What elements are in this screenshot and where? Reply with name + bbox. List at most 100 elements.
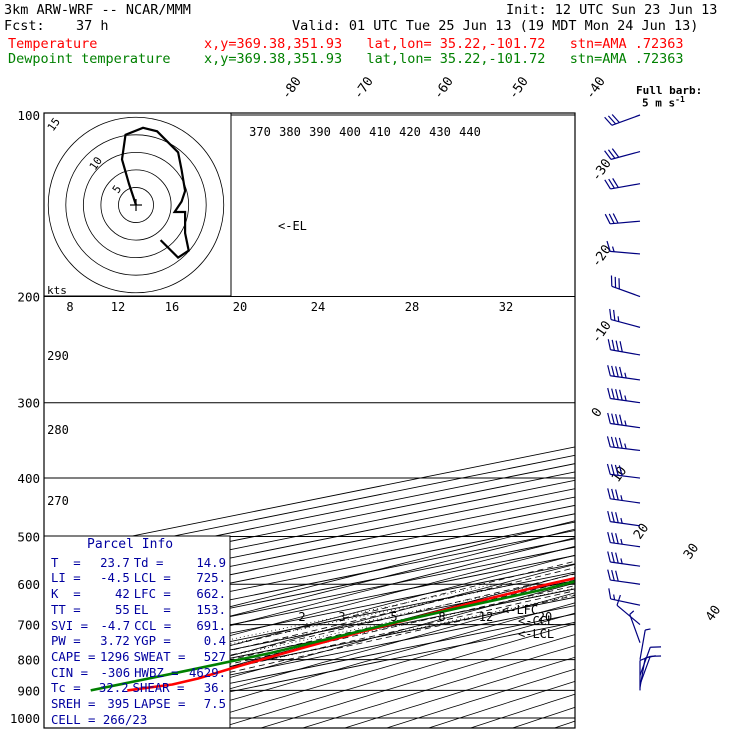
parcel-info-value: 527 (203, 649, 226, 664)
wind-barb (607, 511, 641, 527)
hodograph-trace (120, 126, 190, 260)
parcel-info-key: TT = (51, 602, 81, 617)
hodograph-ring (65, 134, 207, 276)
hodograph-ring-label: 10 (87, 154, 105, 172)
parcel-info-value: -306 (100, 665, 131, 680)
dry-adiabat-line (715, 115, 740, 731)
parcel-info-value: -4.5 (100, 571, 130, 586)
wind-barb (639, 655, 651, 691)
wind-barb (607, 531, 641, 548)
dry-adiabat-line (133, 602, 575, 728)
isotherm-label: -20 (589, 242, 615, 270)
parcel-info-key: EL = (133, 602, 171, 617)
isotherm-label: -40 (583, 74, 609, 102)
isotherm-line (44, 571, 575, 680)
dry-adiabat-label: 410 (369, 125, 391, 139)
dry-adiabat-label: 400 (339, 125, 361, 139)
dry-adiabat-line (673, 115, 740, 731)
dry-adiabat-line (44, 537, 575, 675)
dry-adiabat-label: 390 (309, 125, 331, 139)
dry-adiabat-line (427, 680, 575, 728)
wind-barb (607, 339, 641, 356)
parcel-info-row: SREH = 395 LAPSE = 7.5 (45, 697, 230, 713)
isotherm-label: 40 (703, 603, 724, 624)
wind-barb (606, 463, 641, 479)
mixing-ratio-label: 8 (438, 610, 445, 624)
wind-barb (607, 365, 641, 381)
parcel-info-key: LAPSE = (133, 697, 186, 712)
parcel-info-value: 55 (114, 602, 130, 617)
dry-adiabat-label: 270 (47, 494, 69, 508)
wind-barb (604, 213, 641, 225)
parcel-info-key: Tc = (51, 681, 81, 696)
wind-barb (606, 436, 641, 452)
isotherm-label: -10 (589, 318, 615, 346)
parcel-info-row: PW = 3.72 YGP = 0.4 (45, 634, 230, 650)
parcel-info-row: K = 42 LFC = 662. (45, 587, 230, 603)
temperature-profile (127, 576, 575, 692)
model-title: 3km ARW-WRF -- NCAR/MMM (4, 2, 191, 18)
wetbulb-label: 12 (111, 300, 125, 314)
hodograph-ring (47, 116, 225, 294)
hodograph-axis-label: kts (47, 284, 67, 297)
parcel-info-value: 725. (196, 571, 226, 586)
parcel-info-key: SHEAR = (132, 681, 185, 696)
isotherm-line (44, 596, 575, 705)
wind-barb (610, 275, 641, 298)
parcel-info-key: Td = (133, 555, 164, 570)
wind-barb (607, 412, 641, 429)
wetbulb-label: 16 (165, 300, 179, 314)
barb-legend-unit: 5 m s (642, 96, 676, 110)
parcel-info-key: LI = (51, 571, 81, 586)
wind-barb (604, 148, 641, 160)
isotherm-line (44, 580, 575, 688)
dry-adiabat-line (44, 528, 575, 665)
mixing-ratio-label: 3 (338, 610, 345, 624)
ccl-marker-label: <-CCL (518, 614, 554, 628)
parcel-cell: CELL = 266/23 (51, 712, 148, 727)
temperature-location-info: x,y=369.38,351.93 lat,lon= 35.22,-101.72… (204, 36, 684, 52)
el-marker-label: <-EL (278, 219, 307, 233)
mixing-ratio-label: 12 (479, 610, 493, 624)
isotherm-label: -80 (279, 74, 305, 102)
isotherm-line (44, 605, 575, 713)
dewpoint-location-info: x,y=369.38,351.93 lat,lon= 35.22,-101.72… (204, 51, 684, 67)
parcel-info-panel: Parcel Info T = 23.7 Td = 14.9 LI = -4.5 LCL =… (45, 537, 230, 728)
lfc-marker-label: <-LFC (502, 603, 538, 617)
isotherm-line (44, 563, 575, 672)
isotherm-line (47, 621, 575, 728)
isotherm-label: -50 (506, 74, 532, 102)
parcel-info-key: YGP = (133, 634, 171, 649)
wetbulb-label: 24 (311, 300, 325, 314)
dry-adiabat-line (631, 115, 740, 731)
dry-adiabat-line (259, 634, 575, 728)
parcel-info-value: 4629. (188, 665, 227, 680)
pressure-tick-label: 200 (17, 290, 40, 305)
parcel-info-key: K = (51, 587, 81, 602)
wetbulb-label: 32 (499, 300, 513, 314)
parcel-info-key: PW = (51, 634, 81, 649)
parcel-info-value: 1296 (99, 649, 130, 664)
parcel-info-key: HWBZ = (134, 665, 179, 680)
parcel-info-row: T = 23.7 Td = 14.9 (45, 556, 230, 572)
isotherm-label: -60 (431, 74, 457, 102)
parcel-info-key: CAPE = (51, 649, 96, 664)
hodograph-ring (118, 187, 154, 223)
isotherm-label: 30 (681, 541, 702, 562)
lcl-marker-label: <-LCL (518, 627, 554, 641)
pressure-tick-label: 800 (17, 653, 40, 668)
dry-adiabat-label: 370 (249, 125, 271, 139)
pressure-tick-label: 400 (17, 471, 40, 486)
mixing-ratio-label: 20 (538, 610, 552, 624)
mixing-ratio-label: 2 (298, 610, 305, 624)
pressure-tick-label: 700 (17, 618, 40, 633)
wind-barb (639, 655, 656, 688)
parcel-info-value: 32.2 (98, 681, 129, 696)
parcel-info-key: LFC = (133, 587, 171, 602)
moist-adiabat-line (44, 560, 575, 691)
pressure-tick-label: 100 (17, 108, 40, 123)
dry-adiabat-label: 280 (47, 423, 69, 437)
isotherm-label: -70 (351, 74, 377, 102)
